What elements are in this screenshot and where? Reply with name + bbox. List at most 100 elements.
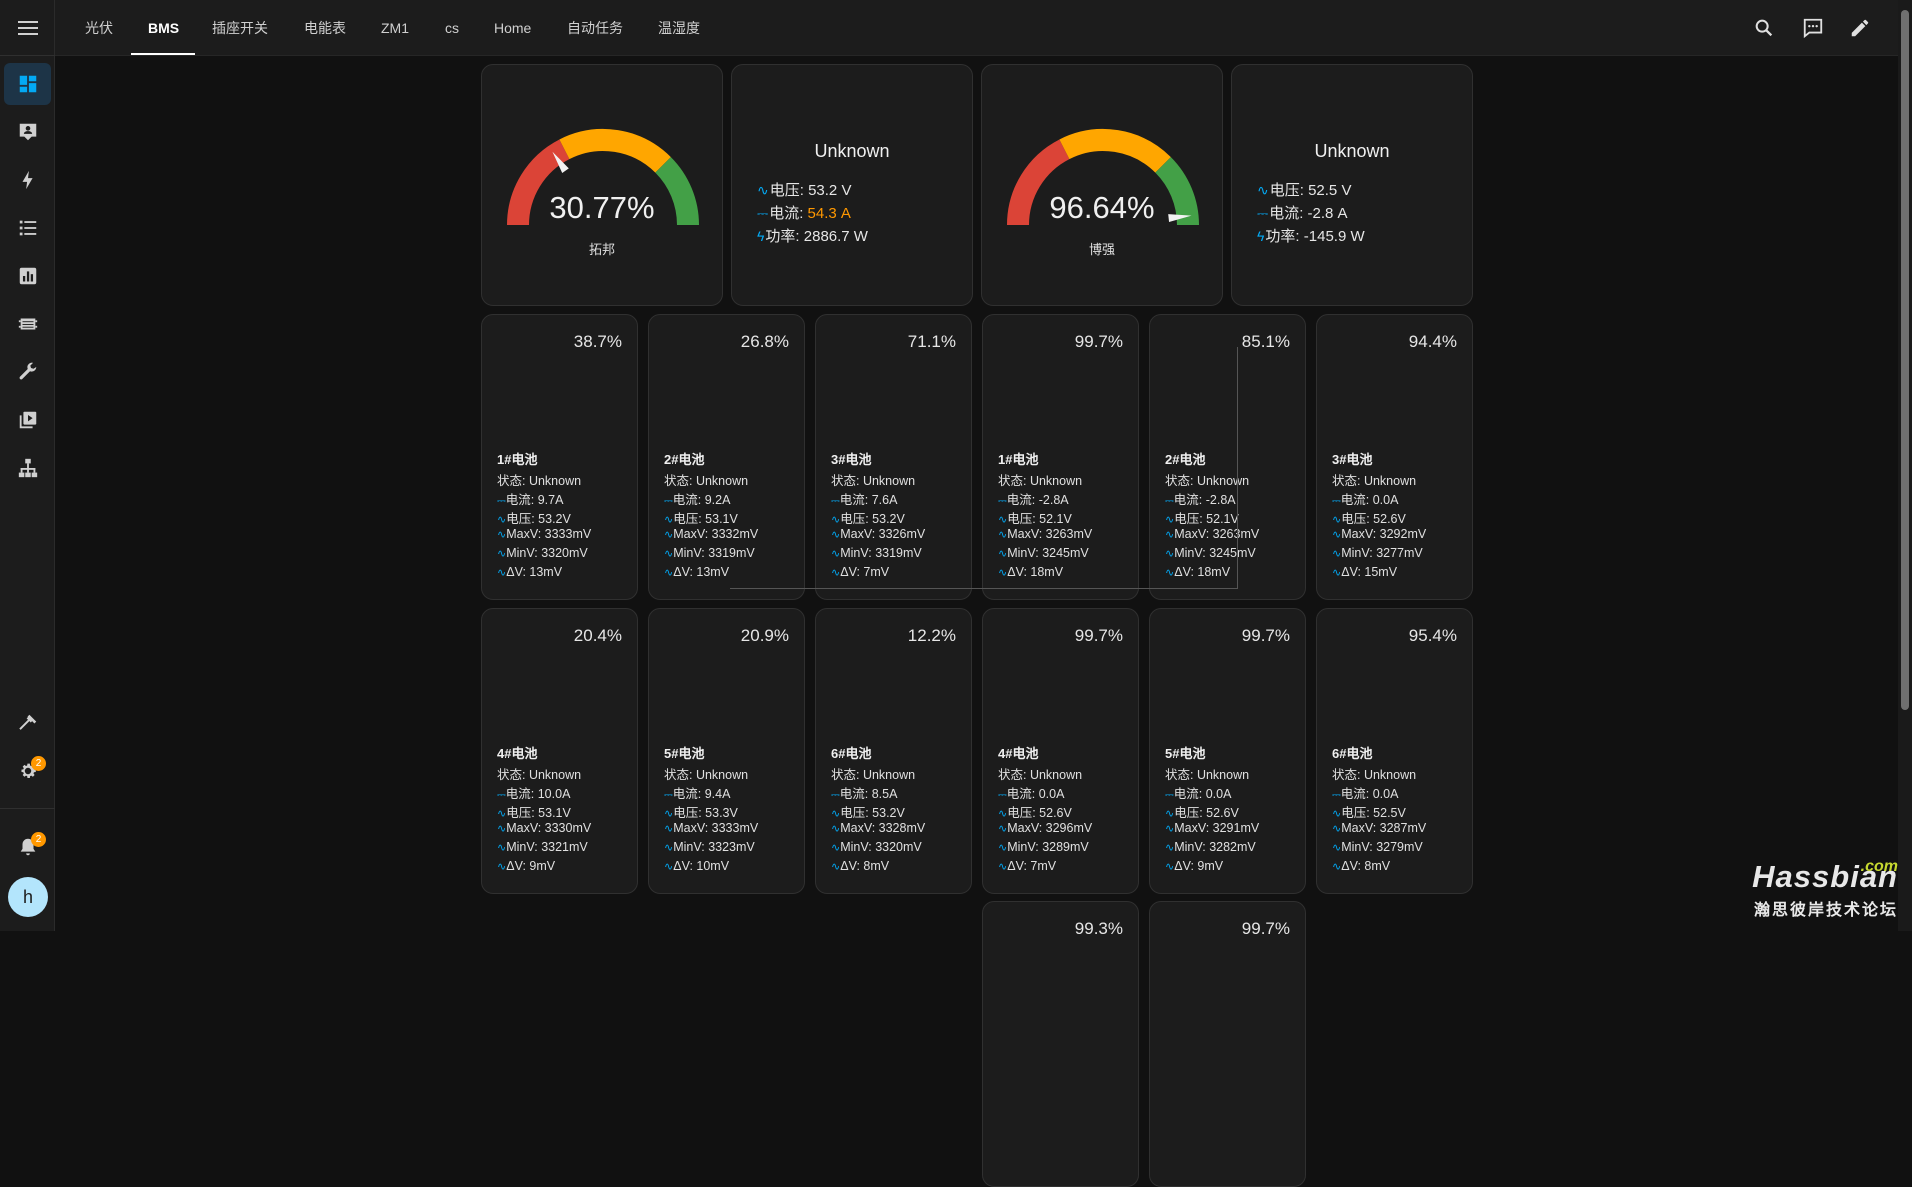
battery-minv: ∿MinV: 3319mV (664, 546, 755, 560)
current-line: ⎓电流: 54.3 A (757, 205, 851, 222)
battery-card[interactable]: 99.7% 5#电池 状态: Unknown ⎓电流: 0.0A ∿电压: 52.6V ∿… (1149, 608, 1306, 894)
sine-wave-icon: ∿ (1332, 823, 1342, 835)
battery-dv: ∿ΔV: 13mV (664, 565, 730, 579)
dc-current-icon: ⎓ (664, 495, 673, 507)
sidebar-item-media[interactable] (4, 399, 51, 441)
edit-icon[interactable] (1847, 15, 1873, 41)
sine-wave-icon: ∿ (757, 182, 769, 198)
sidebar-item-logbook[interactable] (4, 207, 51, 249)
sine-wave-icon: ∿ (664, 861, 674, 873)
user-avatar[interactable]: h (8, 877, 48, 917)
battery-maxv: ∿MaxV: 3332mV (664, 527, 759, 541)
sine-wave-icon: ∿ (831, 567, 841, 579)
battery-name: 4#电池 (998, 746, 1039, 761)
sidebar-item-developer-tools[interactable] (4, 351, 51, 393)
battery-voltage: ∿电压: 53.2V (831, 512, 905, 526)
sidebar-item-energy[interactable] (4, 159, 51, 201)
flash-icon: ϟ (1257, 228, 1265, 244)
battery-card[interactable]: 26.8% 2#电池 状态: Unknown ⎓电流: 9.2A ∿电压: 53.1V ∿… (648, 314, 805, 600)
search-icon[interactable] (1751, 15, 1777, 41)
dc-current-icon: ⎓ (497, 495, 506, 507)
wrench-icon (19, 362, 36, 380)
tab-pv[interactable]: 光伏 (85, 20, 113, 36)
dc-current-icon: ⎓ (1332, 495, 1341, 507)
sine-wave-icon: ∿ (1165, 548, 1175, 560)
battery-voltage: ∿电压: 52.5V (1332, 806, 1406, 820)
battery-maxv: ∿MaxV: 3328mV (831, 821, 926, 835)
sine-wave-icon: ∿ (1165, 529, 1175, 541)
dc-current-icon: ⎓ (831, 789, 840, 801)
sine-wave-icon: ∿ (998, 529, 1008, 541)
sidebar-item-hammer[interactable] (4, 702, 51, 744)
battery-card[interactable]: 85.1% 2#电池 状态: Unknown ⎓电流: -2.8A ∿电压: 52.1V… (1149, 314, 1306, 600)
battery-card[interactable]: 94.4% 3#电池 状态: Unknown ⎓电流: 0.0A ∿电压: 52.6V ∿… (1316, 314, 1473, 600)
battery-card[interactable]: 99.3% (982, 901, 1139, 1187)
account-box-icon (19, 123, 36, 141)
tab-sockets[interactable]: 插座开关 (212, 20, 268, 36)
sidebar-item-map[interactable] (4, 111, 51, 153)
gauge-segment-mid (1059, 129, 1171, 173)
assist-icon[interactable] (1800, 15, 1826, 41)
tab-home[interactable]: Home (494, 20, 532, 36)
battery-status: 状态: Unknown (998, 474, 1083, 488)
battery-card[interactable]: 99.7% (1149, 901, 1306, 1187)
sidebar-item-settings[interactable] (4, 750, 51, 792)
battery-card[interactable]: 99.7% 1#电池 状态: Unknown ⎓电流: -2.8A ∿电压: 52.1V… (982, 314, 1139, 600)
tab-bms[interactable]: BMS (148, 20, 180, 36)
sidebar-item-memory[interactable] (4, 303, 51, 345)
dc-current-icon: ⎓ (1257, 205, 1269, 221)
battery-status: 状态: Unknown (1332, 768, 1417, 782)
battery-card[interactable]: 20.9% 5#电池 状态: Unknown ⎓电流: 9.4A ∿电压: 53.3V ∿… (648, 608, 805, 894)
gauge-card[interactable]: 96.64% 博强 (981, 64, 1223, 306)
gauge-needle (1168, 214, 1192, 223)
tab-temperature-humidity[interactable]: 温湿度 (658, 20, 700, 36)
battery-dv: ∿ΔV: 15mV (1332, 565, 1398, 579)
gauge-card[interactable]: 30.77% 拓邦 (481, 64, 723, 306)
notifications-badge: 2 (31, 832, 46, 847)
battery-card[interactable]: 38.7% 1#电池 状态: Unknown ⎓电流: 9.7A ∿电压: 53.2V ∿… (481, 314, 638, 600)
battery-soc: 71.1% (907, 332, 956, 351)
overview-icon (19, 75, 36, 93)
scrollbar[interactable] (1898, 0, 1912, 931)
battery-card[interactable]: 99.7% 4#电池 状态: Unknown ⎓电流: 0.0A ∿电压: 52.6V ∿… (982, 608, 1139, 894)
sidebar-item-history[interactable] (4, 255, 51, 297)
tab-zm1[interactable]: ZM1 (381, 20, 409, 36)
sine-wave-icon: ∿ (1165, 808, 1175, 820)
gauge-segment-low (1007, 139, 1070, 226)
sine-wave-icon: ∿ (831, 861, 841, 873)
power-card[interactable]: Unknown ∿电压: 52.5 V ⎓电流: -2.8 A ϟ功率: -14… (1231, 64, 1473, 306)
power-card[interactable]: Unknown ∿电压: 53.2 V ⎓电流: 54.3 A ϟ功率: 288… (731, 64, 973, 306)
power-state: Unknown (814, 141, 890, 161)
sine-wave-icon: ∿ (831, 548, 841, 560)
battery-dv: ∿ΔV: 9mV (1165, 859, 1224, 873)
battery-card[interactable]: 12.2% 6#电池 状态: Unknown ⎓电流: 8.5A ∿电压: 53.2V ∿… (815, 608, 972, 894)
battery-card[interactable]: 95.4% 6#电池 状态: Unknown ⎓电流: 0.0A ∿电压: 52.5V ∿… (1316, 608, 1473, 894)
battery-dv: ∿ΔV: 8mV (1332, 859, 1391, 873)
tab-automation[interactable]: 自动任务 (567, 20, 623, 36)
battery-voltage: ∿电压: 53.1V (497, 806, 571, 820)
sine-wave-icon: ∿ (497, 529, 507, 541)
sine-wave-icon: ∿ (1332, 567, 1342, 579)
gauge-value: 30.77% (549, 190, 655, 225)
dc-current-icon: ⎓ (1165, 789, 1174, 801)
battery-dv: ∿ΔV: 7mV (831, 565, 890, 579)
battery-current: ⎓电流: 9.4A (664, 787, 731, 801)
sidebar-item-notifications[interactable] (4, 826, 51, 868)
sine-wave-icon: ∿ (664, 567, 674, 579)
battery-minv: ∿MinV: 3245mV (1165, 546, 1256, 560)
battery-status: 状态: Unknown (1165, 474, 1250, 488)
battery-card[interactable]: 20.4% 4#电池 状态: Unknown ⎓电流: 10.0A ∿电压: 53.1V… (481, 608, 638, 894)
tab-cs[interactable]: cs (445, 20, 459, 36)
menu-icon[interactable] (0, 0, 55, 55)
flash-icon: ϟ (757, 228, 765, 244)
battery-soc: 99.7% (1241, 919, 1290, 938)
sidebar-item-overview[interactable] (4, 63, 51, 105)
battery-card[interactable]: 71.1% 3#电池 状态: Unknown ⎓电流: 7.6A ∿电压: 53.2V ∿… (815, 314, 972, 600)
battery-status: 状态: Unknown (1165, 768, 1250, 782)
sine-wave-icon: ∿ (1165, 567, 1175, 579)
scrollbar-thumb[interactable] (1901, 10, 1909, 710)
tab-energy-meter[interactable]: 电能表 (304, 20, 346, 36)
sidebar-item-network[interactable] (4, 447, 51, 489)
gauge-dial (1007, 129, 1199, 226)
battery-minv: ∿MinV: 3320mV (831, 840, 922, 854)
